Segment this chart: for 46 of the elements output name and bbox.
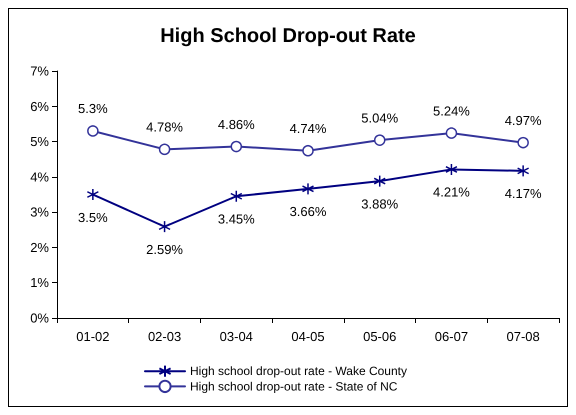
data-label: 3.88% (361, 196, 399, 212)
point (374, 134, 386, 146)
y-tick-label: 6% (30, 98, 50, 114)
y-tick-label: 3% (30, 204, 50, 220)
legend-label: High school drop-out rate - State of NC (190, 379, 398, 394)
data-label: 4.21% (432, 184, 470, 200)
point (158, 144, 170, 156)
data-label: 5.04% (361, 110, 399, 126)
point (230, 140, 242, 152)
x-tick-label: 03-04 (220, 329, 253, 344)
y-tick-label: 4% (30, 169, 50, 184)
point (446, 127, 458, 139)
x-tick-label: 02-03 (148, 329, 182, 344)
data-label: 5.24% (432, 103, 470, 118)
point (158, 220, 171, 233)
x-tick-label: 07-08 (506, 329, 540, 344)
y-tick-label: 5% (30, 134, 50, 150)
point (445, 163, 458, 176)
point (517, 136, 529, 148)
legend-label: High school drop-out rate - Wake County (190, 364, 407, 378)
data-label: 4.86% (218, 116, 256, 132)
data-label: 4.74% (290, 120, 327, 136)
x-tick-label: 06-07 (434, 329, 468, 344)
point (516, 164, 530, 178)
data-label: 4.97% (504, 112, 542, 128)
x-tick-label: 05-06 (363, 329, 396, 344)
y-tick-label: 1% (30, 275, 50, 290)
data-label: 5.3% (78, 101, 108, 116)
y-tick-label: 2% (30, 240, 50, 255)
chart-title: High School Drop-out Rate (160, 25, 416, 47)
x-tick-label: 01-02 (76, 329, 110, 344)
point (302, 145, 314, 156)
data-label: 4.17% (504, 186, 542, 202)
y-tick-label: 7% (30, 64, 50, 78)
point (87, 125, 99, 137)
point (302, 182, 314, 196)
y-tick-label: 0% (30, 310, 50, 326)
point (86, 188, 100, 201)
data-label: 2.59% (146, 242, 184, 257)
data-label: 4.78% (146, 120, 184, 135)
data-label: 3.66% (290, 204, 327, 220)
point (373, 174, 386, 188)
point (230, 190, 243, 203)
data-label: 3.5% (78, 210, 108, 225)
data-label: 3.45% (218, 212, 256, 227)
x-tick-label: 04-05 (291, 329, 325, 344)
